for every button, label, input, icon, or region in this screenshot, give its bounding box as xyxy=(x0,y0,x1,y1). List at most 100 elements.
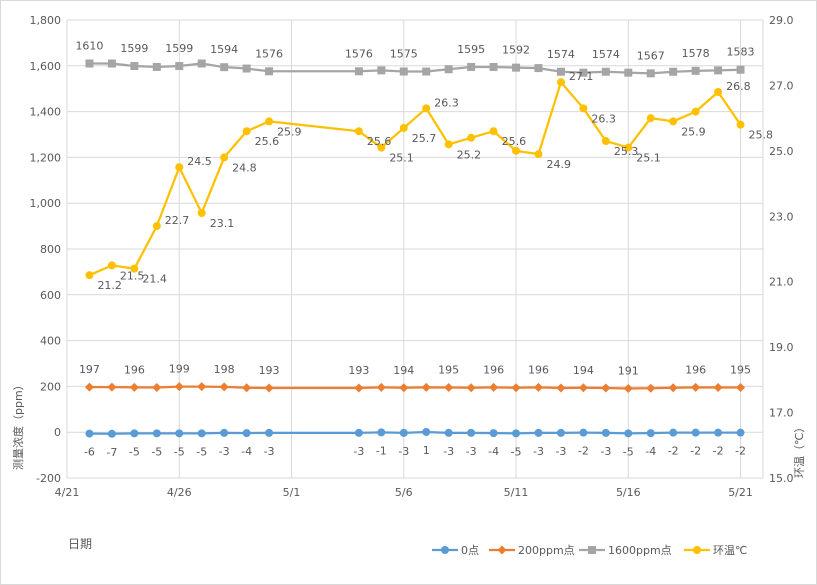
data-label: -3 xyxy=(555,445,566,458)
data-point xyxy=(623,383,633,393)
data-point xyxy=(601,428,610,437)
data-label: -4 xyxy=(645,445,656,458)
data-label: 26.3 xyxy=(591,112,616,125)
data-label: -5 xyxy=(129,445,140,458)
data-label: 24.9 xyxy=(546,158,571,171)
axes: -200 0 200 400 600 800 1,000 1,200 1,400 1,600 1,8… xyxy=(30,14,794,499)
data-point xyxy=(668,383,678,393)
data-point xyxy=(152,429,161,438)
data-label: 25.1 xyxy=(636,152,661,165)
data-label: -3 xyxy=(353,445,364,458)
data-point xyxy=(512,429,521,438)
data-label: 1595 xyxy=(457,43,485,56)
data-point xyxy=(376,382,386,392)
data-point xyxy=(265,428,274,437)
data-label: -2 xyxy=(668,445,679,458)
data-point xyxy=(489,429,498,438)
data-point xyxy=(219,382,229,392)
data-point xyxy=(377,66,386,75)
data-point xyxy=(714,66,723,75)
data-point xyxy=(130,62,139,71)
y2-tick-label: 25.0 xyxy=(769,145,794,158)
data-point xyxy=(197,59,206,68)
y-axis-title: 测量浓度（ppm） xyxy=(11,379,25,470)
data-label: 1 xyxy=(423,444,430,457)
data-point xyxy=(444,383,454,393)
data-point xyxy=(467,62,476,71)
data-point xyxy=(736,428,745,437)
y-tick-label: 1,000 xyxy=(30,197,62,210)
data-label: 196 xyxy=(483,363,504,376)
series-line-1 xyxy=(89,385,741,390)
legend-label: 0点 xyxy=(461,544,479,557)
data-label: 23.1 xyxy=(210,217,235,230)
data-point xyxy=(354,127,363,136)
data-point xyxy=(377,143,386,152)
data-label: 22.7 xyxy=(165,214,190,227)
data-point xyxy=(422,427,431,436)
data-point xyxy=(242,383,252,393)
data-label: 25.6 xyxy=(502,135,527,148)
y2-tick-label: 19.0 xyxy=(769,341,794,354)
data-point xyxy=(489,62,498,71)
data-point xyxy=(444,65,453,74)
data-point xyxy=(556,428,565,437)
data-point xyxy=(713,383,723,393)
data-point xyxy=(646,114,655,123)
data-point xyxy=(175,163,184,172)
legend-marker xyxy=(441,546,449,554)
data-point xyxy=(556,67,565,76)
data-label: 25.6 xyxy=(255,135,280,148)
data-point xyxy=(533,382,543,392)
data-point xyxy=(511,383,521,393)
series-line-2 xyxy=(89,62,741,75)
data-label: 1578 xyxy=(682,47,710,60)
data-label: 1567 xyxy=(637,49,665,62)
data-label: -5 xyxy=(511,445,522,458)
data-point xyxy=(152,222,161,231)
y-tick-label: 1,400 xyxy=(30,106,62,119)
data-label: 1576 xyxy=(345,47,373,60)
data-point xyxy=(422,67,431,76)
data-point xyxy=(714,87,723,96)
data-point xyxy=(669,428,678,437)
data-point xyxy=(220,428,229,437)
data-point xyxy=(736,120,745,129)
data-point xyxy=(534,150,543,159)
data-point xyxy=(736,65,745,74)
data-label: 25.9 xyxy=(277,125,302,138)
data-label: 1599 xyxy=(165,42,193,55)
data-label: -5 xyxy=(623,445,634,458)
data-label: 1583 xyxy=(727,46,755,59)
data-point xyxy=(242,127,251,136)
data-point xyxy=(107,59,116,68)
data-point xyxy=(646,429,655,438)
data-label: -1 xyxy=(376,444,387,457)
data-point xyxy=(399,67,408,76)
data-label: -3 xyxy=(600,445,611,458)
data-label: -3 xyxy=(443,445,454,458)
series-line-0 xyxy=(89,430,741,435)
data-label: 191 xyxy=(618,364,639,377)
data-point xyxy=(467,133,476,142)
data-label: 25.8 xyxy=(749,129,774,142)
data-label: 193 xyxy=(259,364,280,377)
data-point xyxy=(556,78,565,87)
data-label: 1610 xyxy=(75,40,103,53)
data-point xyxy=(197,429,206,438)
data-point xyxy=(107,429,116,438)
data-point xyxy=(85,59,94,68)
x-tick-label: 5/6 xyxy=(395,486,413,499)
data-point xyxy=(691,382,701,392)
data-point xyxy=(422,104,431,113)
data-label: 24.8 xyxy=(232,161,257,174)
data-label: 1575 xyxy=(390,48,418,61)
data-label: 25.6 xyxy=(367,135,392,148)
data-label: -5 xyxy=(151,445,162,458)
data-point xyxy=(354,67,363,76)
data-point xyxy=(84,382,94,392)
data-point xyxy=(624,143,633,152)
data-point xyxy=(265,117,274,126)
data-point xyxy=(601,137,610,146)
data-point xyxy=(669,67,678,76)
